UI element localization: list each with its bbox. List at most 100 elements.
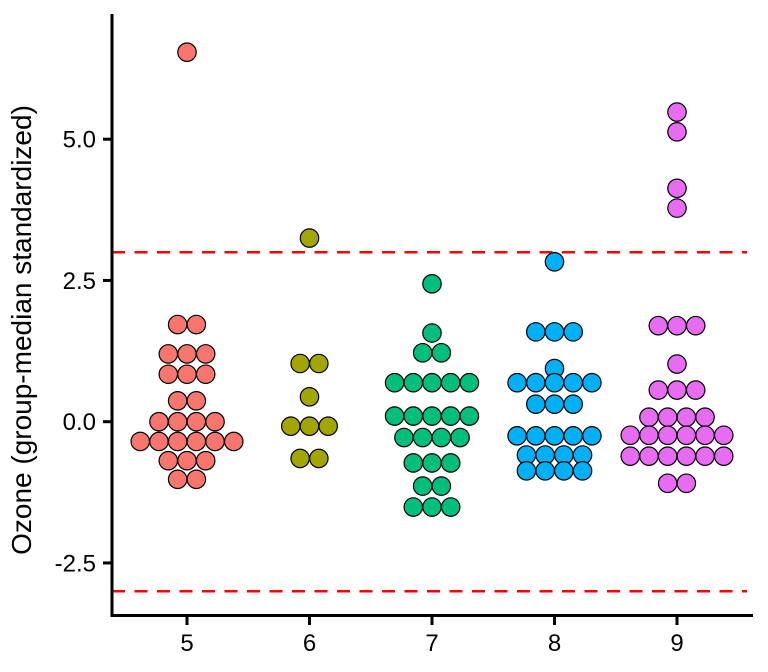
data-dot: [639, 446, 659, 466]
data-dot: [582, 372, 602, 393]
data-dot: [525, 322, 546, 342]
data-dot: [657, 473, 678, 494]
dot-group-6: [280, 228, 338, 469]
data-dot: [648, 315, 669, 336]
data-dot: [620, 446, 641, 466]
data-dot: [149, 431, 169, 452]
dot-group-9: [620, 102, 734, 494]
data-dot: [563, 322, 583, 342]
data-dot: [290, 448, 310, 469]
data-dot: [177, 344, 197, 364]
data-dot: [431, 476, 452, 496]
data-dot: [657, 407, 678, 427]
data-dot: [685, 380, 706, 400]
data-dot: [440, 372, 461, 393]
data-dot: [676, 473, 697, 494]
data-dot: [422, 274, 442, 294]
data-dot: [290, 353, 310, 374]
data-dot: [582, 426, 602, 446]
data-dot: [186, 314, 207, 335]
x-tick-label: 9: [670, 630, 683, 657]
data-dot: [685, 315, 706, 336]
data-dot: [167, 469, 188, 490]
data-dot: [167, 390, 188, 411]
data-dot: [177, 450, 197, 471]
y-tick-label: 5.0: [63, 127, 96, 154]
data-dot: [440, 453, 461, 473]
data-dot: [695, 446, 715, 466]
data-dot: [403, 406, 424, 426]
data-dot: [299, 228, 320, 248]
x-axis-ticks: 5 6 7 8 9: [180, 617, 684, 657]
data-dot: [309, 353, 329, 374]
y-tick-label: -2.5: [55, 550, 96, 577]
x-tick-label: 7: [425, 630, 438, 657]
data-dot: [195, 344, 216, 364]
data-dot: [412, 476, 433, 496]
data-dot: [563, 372, 583, 393]
data-dot: [525, 372, 546, 393]
data-dot: [403, 497, 424, 517]
data-dot: [535, 461, 555, 481]
data-dot: [544, 322, 565, 342]
data-dot: [431, 427, 452, 448]
data-dot: [130, 431, 151, 452]
data-dot: [177, 364, 197, 385]
data-dot: [403, 372, 424, 393]
data-dot: [639, 407, 659, 427]
data-dot: [422, 406, 442, 426]
data-dot: [667, 178, 687, 199]
data-dot: [412, 427, 433, 448]
data-dot: [195, 364, 216, 385]
data-dot: [195, 450, 216, 471]
data-dot: [544, 426, 565, 446]
data-dot: [525, 426, 546, 446]
data-dot: [450, 427, 470, 448]
data-dot: [158, 364, 179, 385]
data-dot: [695, 407, 715, 427]
data-dot: [186, 390, 207, 411]
data-dot: [667, 198, 687, 218]
data-dot: [667, 122, 687, 142]
x-tick-label: 5: [180, 630, 193, 657]
data-dot: [544, 372, 565, 393]
data-dot: [422, 372, 442, 393]
data-dot: [309, 448, 329, 469]
data-dot: [563, 426, 583, 446]
data-dot: [695, 425, 715, 446]
dot-group-8: [507, 252, 602, 481]
data-dot: [422, 497, 442, 517]
data-dot: [167, 411, 188, 432]
threshold-lines: [112, 250, 747, 593]
data-dot: [459, 406, 480, 426]
data-dot: [422, 323, 442, 343]
data-dot: [657, 425, 678, 446]
data-dot: [422, 453, 442, 473]
data-dot: [648, 380, 669, 400]
data-dot: [186, 411, 207, 432]
data-dot: [676, 407, 697, 427]
data-dot: [440, 406, 461, 426]
data-dot: [299, 387, 320, 407]
data-dot: [223, 431, 244, 452]
data-dot: [516, 461, 537, 481]
data-dot: [318, 416, 338, 437]
data-dot: [205, 411, 225, 432]
data-dot: [507, 372, 527, 393]
data-dot: [440, 497, 461, 517]
data-dot: [713, 446, 734, 466]
data-dot: [177, 42, 197, 62]
data-dot: [384, 406, 405, 426]
dot-group-7: [384, 274, 480, 517]
data-dot: [403, 453, 424, 473]
data-dot: [158, 450, 179, 471]
data-dot: [639, 425, 659, 446]
data-dot: [572, 461, 593, 481]
data-dot: [667, 315, 687, 336]
dot-group-5: [130, 42, 244, 490]
data-dot: [280, 416, 301, 437]
data-dot: [620, 425, 641, 446]
y-tick-label: 0.0: [63, 409, 96, 436]
